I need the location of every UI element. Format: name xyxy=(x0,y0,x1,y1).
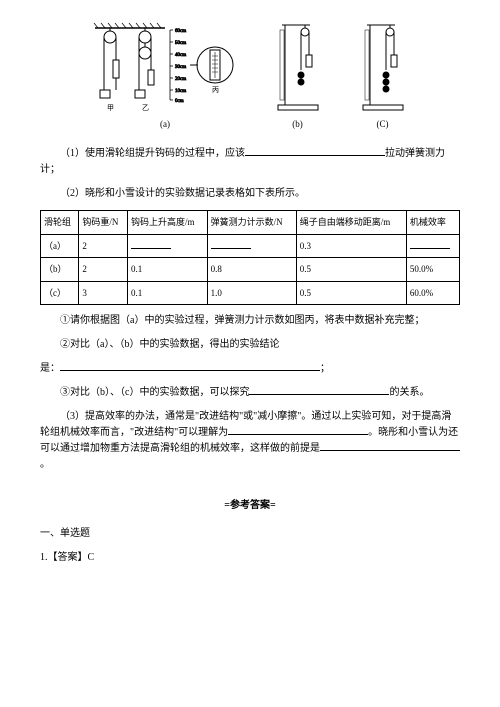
cell: 0.3 xyxy=(296,234,406,257)
question-3: （3）提高效率的办法，通常是"改进结构"或"减小摩擦"。通过以上实验可知，对于提… xyxy=(40,409,460,473)
q2-sub2-line1: ②对比（a）、（b）中的实验数据，得出的实验结论 xyxy=(40,337,460,353)
cell: 0.1 xyxy=(127,281,207,304)
table-row: （a） 2 0.3 xyxy=(41,234,460,257)
figure-a-label: (a) xyxy=(160,117,170,131)
figure-b-label: (b) xyxy=(292,117,303,131)
svg-text:20cm: 20cm xyxy=(175,77,186,82)
th-4: 弹簧测力计示数/N xyxy=(207,211,296,234)
sub-circle: 丙 xyxy=(212,86,219,94)
svg-text:60cm: 60cm xyxy=(175,29,186,34)
cell xyxy=(406,234,459,257)
sub-right: 乙 xyxy=(142,104,149,112)
q2-sub3: ③对比（b）、（c）中的实验数据，可以探究 的关系。 xyxy=(40,385,460,401)
q1-blank xyxy=(245,146,385,156)
svg-text:0cm: 0cm xyxy=(175,99,184,104)
cell: 2 xyxy=(79,258,128,281)
q2-sub3-after: 的关系。 xyxy=(389,387,429,398)
th-3: 钩码上升高度/m xyxy=(127,211,207,234)
answer-item-1: 1.【答案】C xyxy=(40,550,460,566)
q2-sub2-after: ； xyxy=(320,363,330,374)
answers-title: =参考答案= xyxy=(40,498,460,514)
cell: 60.0% xyxy=(406,281,459,304)
table-row: （b） 2 0.1 0.8 0.5 50.0% xyxy=(41,258,460,281)
sub-left: 甲 xyxy=(107,104,114,112)
figure-c-label: (C) xyxy=(377,117,389,131)
figure-b-svg xyxy=(270,20,325,115)
question-2-intro: （2）晓彤和小雪设计的实验数据记录表格如下表所示。 xyxy=(40,186,460,202)
svg-text:50cm: 50cm xyxy=(175,41,186,46)
q1-before: （1）使用滑轮组提升钩码的过程中，应该 xyxy=(60,148,245,159)
q2-sub2-blank xyxy=(60,361,320,371)
cell: 3 xyxy=(79,281,128,304)
q2-sub3-before: ③对比（b）、（c）中的实验数据，可以探究 xyxy=(60,387,249,398)
q3-blank1 xyxy=(228,425,368,435)
cell-blank xyxy=(131,239,171,249)
table-row: （c） 3 0.1 1.0 0.5 60.0% xyxy=(41,281,460,304)
svg-text:40cm: 40cm xyxy=(175,53,186,58)
cell: （b） xyxy=(41,258,79,281)
q2-sub3-blank xyxy=(249,385,389,395)
figure-c-group: (C) xyxy=(355,20,410,131)
cell: 50.0% xyxy=(406,258,459,281)
figure-c-svg xyxy=(355,20,410,115)
q2-sub2-line2: 是： ； xyxy=(40,361,460,377)
cell: 2 xyxy=(79,234,128,257)
figure-a-group: 甲 乙 60cm 50cm 40cm 30cm 20cm 10cm 0cm xyxy=(90,20,240,131)
cell xyxy=(127,234,207,257)
cell: 1.0 xyxy=(207,281,296,304)
figure-b-group: (b) xyxy=(270,20,325,131)
q3-blank2 xyxy=(320,441,460,451)
cell: （c） xyxy=(41,281,79,304)
cell: 0.8 xyxy=(207,258,296,281)
th-6: 机械效率 xyxy=(406,211,459,234)
cell xyxy=(207,234,296,257)
q3-after2: 。 xyxy=(40,459,50,470)
q2-sub1: ①请你根据图（a）中的实验过程，弹簧测力计示数如图丙，将表中数据补充完整； xyxy=(40,313,460,329)
q2-sub2-prefix: 是： xyxy=(40,363,60,374)
th-1: 滑轮组 xyxy=(41,211,79,234)
th-5: 绳子自由端移动距离/m xyxy=(296,211,406,234)
data-table: 滑轮组 钩码重/N 钩码上升高度/m 弹簧测力计示数/N 绳子自由端移动距离/m… xyxy=(40,210,460,305)
cell-blank xyxy=(211,239,251,249)
svg-text:10cm: 10cm xyxy=(175,89,186,94)
figures-row: 甲 乙 60cm 50cm 40cm 30cm 20cm 10cm 0cm xyxy=(40,20,460,131)
figure-a-svg: 甲 乙 60cm 50cm 40cm 30cm 20cm 10cm 0cm xyxy=(90,20,240,115)
answers-section: 一、单选题 xyxy=(40,526,460,542)
cell: 0.5 xyxy=(296,258,406,281)
th-2: 钩码重/N xyxy=(79,211,128,234)
cell: （a） xyxy=(41,234,79,257)
svg-text:30cm: 30cm xyxy=(175,65,186,70)
cell: 0.1 xyxy=(127,258,207,281)
cell: 0.5 xyxy=(296,281,406,304)
table-header-row: 滑轮组 钩码重/N 钩码上升高度/m 弹簧测力计示数/N 绳子自由端移动距离/m… xyxy=(41,211,460,234)
cell-blank xyxy=(410,239,450,249)
question-1: （1）使用滑轮组提升钩码的过程中，应该拉动弹簧测力计； xyxy=(40,146,460,178)
